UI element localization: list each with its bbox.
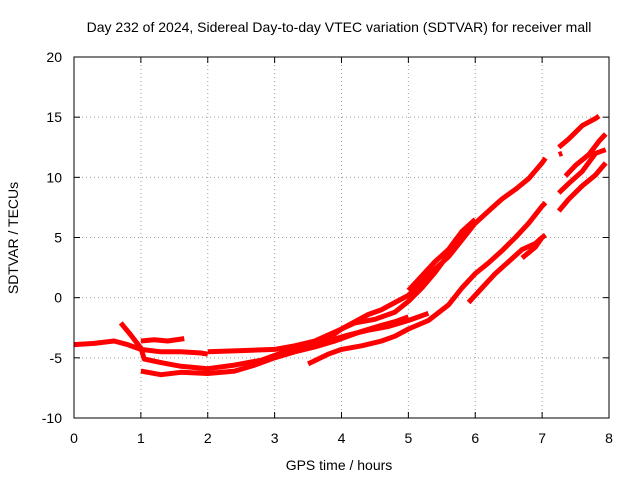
- y-tick-label: 5: [54, 230, 62, 246]
- axis-ticks: [73, 56, 610, 419]
- series-track-11: [557, 113, 601, 150]
- x-tick-label: 8: [605, 430, 613, 446]
- y-tick-labels: -10 -5 0 5 10 15 20: [42, 49, 62, 426]
- series-track-8: [406, 217, 477, 293]
- x-tick-label: 4: [338, 430, 346, 446]
- x-axis-label: GPS time / hours: [286, 457, 393, 473]
- series-track-14: [556, 161, 608, 213]
- data-series: [73, 113, 608, 378]
- series-track-6: [307, 200, 548, 367]
- chart-title: Day 232 of 2024, Sidereal Day-to-day VTE…: [87, 19, 592, 35]
- x-tick-label: 5: [404, 430, 412, 446]
- x-tick-label: 0: [70, 430, 78, 446]
- series-track-13: [557, 147, 607, 195]
- y-tick-label: 0: [54, 290, 62, 306]
- grid: [74, 57, 609, 418]
- series-track-4: [140, 314, 410, 378]
- x-tick-label: 2: [204, 430, 212, 446]
- y-tick-label: 10: [46, 169, 62, 185]
- y-axis-label: SDTVAR / TECUs: [5, 182, 21, 294]
- y-tick-label: -5: [50, 350, 63, 366]
- series-track-10: [520, 233, 547, 260]
- series-track-15: [563, 132, 608, 178]
- y-tick-label: 20: [46, 49, 62, 65]
- x-tick-label: 3: [271, 430, 279, 446]
- x-tick-labels: 0 1 2 3 4 5 6 7 8: [70, 430, 613, 446]
- series-track-7: [307, 156, 548, 349]
- y-tick-label: 15: [46, 109, 62, 125]
- series-track-12: [557, 150, 564, 157]
- x-tick-label: 7: [538, 430, 546, 446]
- series-track-3: [140, 336, 185, 344]
- x-tick-label: 1: [137, 430, 145, 446]
- x-tick-label: 6: [471, 430, 479, 446]
- y-tick-label: -10: [42, 410, 62, 426]
